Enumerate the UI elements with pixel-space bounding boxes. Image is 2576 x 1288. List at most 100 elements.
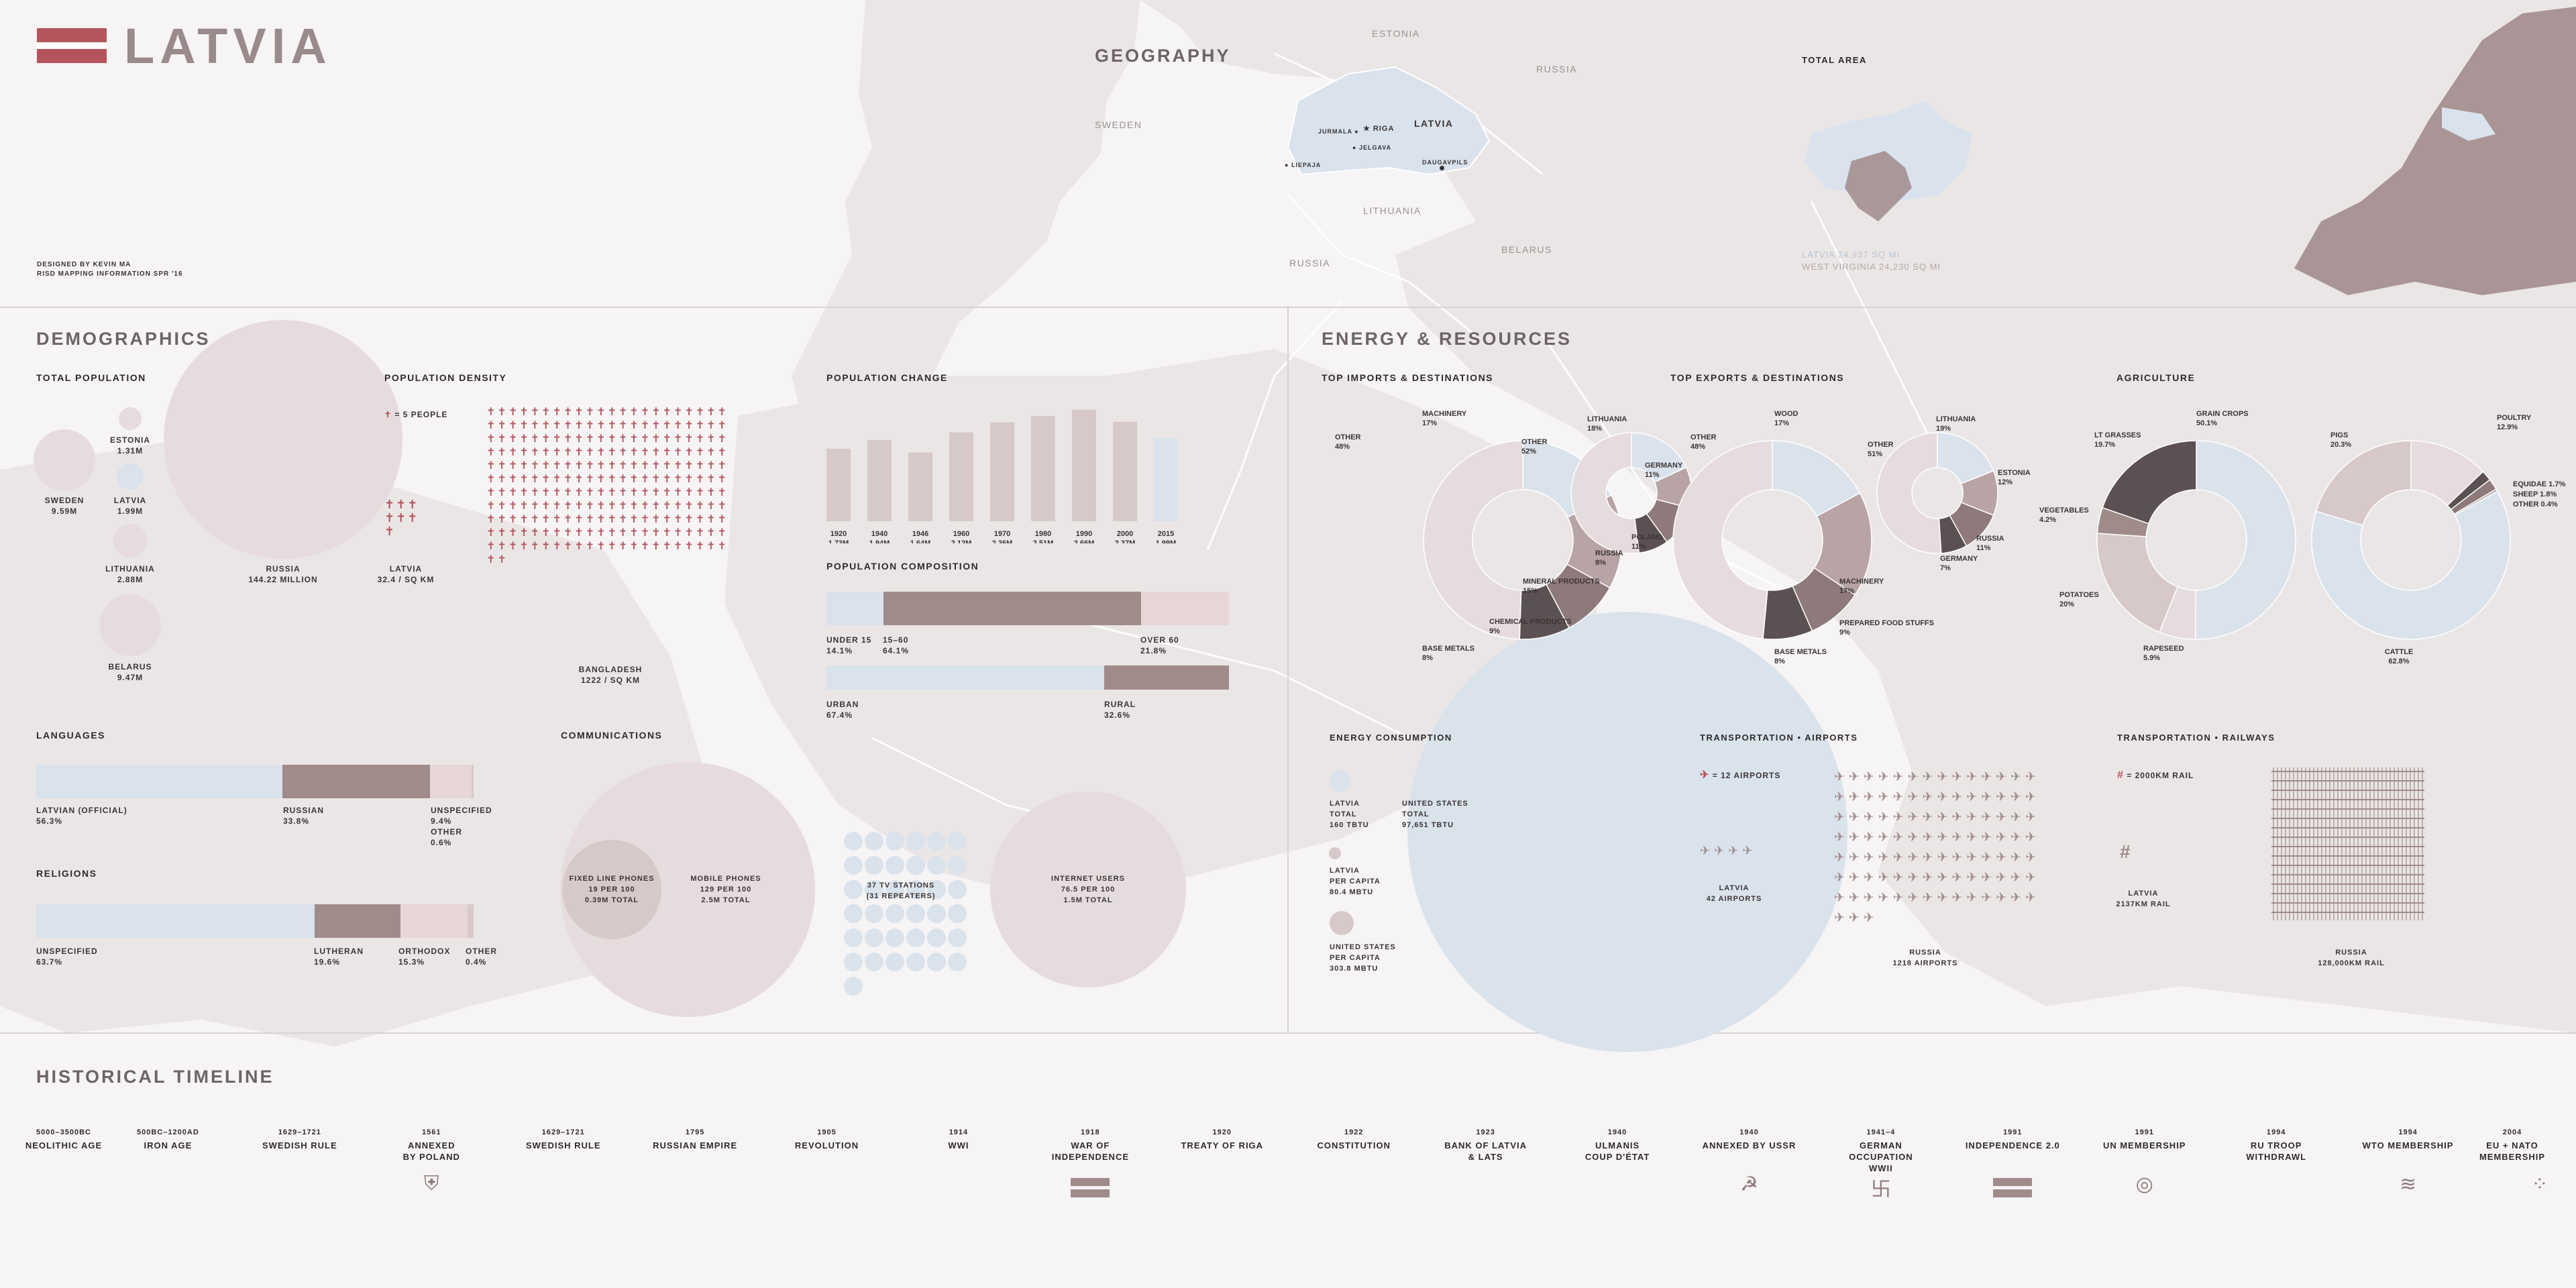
timeline-event: 1994 RU TROOP WITHDRAWL [2226, 1127, 2326, 1163]
timeline-label: TREATY OF RIGA [1181, 1140, 1264, 1150]
slice-label-germany: GERMANY 11% [1645, 462, 1683, 479]
bar-1940 [867, 439, 892, 521]
fixed-line-label: FIXED LINE PHONES 19 PER 100 0.39M TOTAL [569, 875, 655, 904]
tick-1946: 1946 [912, 530, 928, 538]
slice-label-wood: WOOD 17% [1774, 410, 1798, 427]
bar-latvian [36, 765, 283, 798]
pop-belarus: BELARUS 9.47M [108, 662, 152, 682]
timeline-year: 1920 [1212, 1128, 1232, 1136]
religions-title: RELIGIONS [36, 868, 97, 879]
age-composition-bar [826, 592, 1229, 625]
value-label-1960: 2.12M [951, 539, 972, 543]
age-over-60: OVER 60 21.8% [1140, 635, 1179, 655]
timeline-year: 1629–1721 [541, 1128, 585, 1136]
tv-station-dot [865, 856, 883, 875]
energy-us-total: UNITED STATES TOTAL 97,651 TBtu [1402, 800, 1468, 829]
energy-latvia-total: LATVIA TOTAL 160 TBtu [1330, 800, 1369, 829]
tv-station-dot [844, 953, 863, 971]
lang-latvian: LATVIAN (OFFICIAL) 56.3% [36, 806, 127, 826]
tv-station-dot [885, 880, 904, 899]
value-label-1970: 2.36M [992, 539, 1013, 543]
population-change-title: POPULATION CHANGE [826, 372, 948, 383]
pop-estonia: ESTONIA 1.31M [109, 435, 151, 455]
latvian-flag-icon [1992, 1173, 2033, 1197]
railways-russia-label: RUSSIA 128,000KM RAIL [2318, 949, 2385, 967]
timeline-year: 1940 [1607, 1128, 1627, 1136]
timeline-label: RU TROOP WITHDRAWL [2246, 1140, 2307, 1162]
rel-other: OTHER 0.4% [466, 947, 497, 967]
tv-station-dot [865, 880, 883, 899]
rel-lutheran: LUTHERAN 19.6% [314, 947, 364, 967]
bar-unspecified [430, 765, 472, 798]
bar-1920 [826, 448, 851, 521]
timeline-event: 500BC–1200AD IRON AGE [117, 1127, 218, 1151]
total-population-title: TOTAL POPULATION [36, 372, 146, 383]
tv-station-dot [927, 832, 946, 851]
country-label-lithuania: LITHUANIA [1363, 205, 1421, 216]
timeline-event: 1991 INDEPENDENCE 2.0 [1962, 1127, 2063, 1151]
value-label-2015: 1.99M [1156, 539, 1177, 543]
timeline-year: 1994 [2398, 1128, 2418, 1136]
slice-label-poland: POLAND 11% [1631, 533, 1663, 551]
un-emblem-icon: ◎ [2135, 1173, 2153, 1195]
pop-latvia: LATVIA 1.99M [113, 496, 147, 516]
railways-latvia-label: LATVIA 2137KM RAIL [2116, 890, 2171, 908]
rural-label: RURAL 32.6% [1104, 700, 1136, 720]
slice-label-germany: GERMANY 7% [1940, 555, 1978, 572]
timeline-event: 1941–4 GERMAN OCCUPATION WWII [1831, 1127, 1931, 1174]
value-label-2000: 2.37M [1115, 539, 1136, 543]
geography-title: GEOGRAPHY [1095, 46, 1231, 66]
slice-label-other: OTHER 52% [1521, 438, 1548, 455]
timeline-year: 1561 [422, 1128, 441, 1136]
bar-15-60 [883, 592, 1142, 625]
area-latvia: LATVIA 24,937 SQ MI [1802, 250, 1900, 260]
urban-rural-bar [826, 665, 1229, 690]
slice-other [1876, 432, 1942, 554]
bar-under-15 [826, 592, 883, 625]
slice-potatoes [2096, 533, 2179, 633]
rel-unspecified: UNSPECIFIED 63.7% [36, 947, 98, 967]
bubble-us-total [1407, 612, 1847, 1052]
slice-lt-grasses [2102, 440, 2197, 525]
wto-logo-icon: ≋ [2400, 1173, 2417, 1195]
tv-station-dot [885, 904, 904, 923]
timeline-label: IRON AGE [144, 1140, 193, 1150]
country-label-belarus: BELARUS [1501, 244, 1552, 255]
tv-station-dot [885, 832, 904, 851]
tv-station-dot [927, 928, 946, 947]
airports-latvia-icons: ✈✈✈✈ [1700, 844, 1757, 857]
slice-pigs [2315, 440, 2412, 527]
timeline-title: HISTORICAL TIMELINE [36, 1067, 274, 1087]
bar-1970 [990, 422, 1014, 521]
timeline-event: 1991 UN MEMBERSHIP [2094, 1127, 2195, 1151]
bubble-fixed-phones [562, 840, 661, 939]
timeline-event: 1994 WTO MEMBERSHIP [2358, 1127, 2459, 1151]
bubble-latvia [117, 463, 144, 490]
city-dot-daugavpils [1440, 166, 1444, 170]
bar-2000 [1113, 421, 1137, 521]
timeline-event: 5000–3500BC NEOLITHIC AGE [13, 1127, 114, 1151]
slice-lithuania [1937, 432, 1994, 484]
value-label-1980: 2.51M [1033, 539, 1054, 543]
tv-label: 37 TV STATIONS (31 REPEATERS) [866, 881, 936, 900]
airplane-icon: ✈ [1700, 769, 1710, 781]
imports-title: TOP IMPORTS & DESTINATIONS [1322, 372, 1494, 383]
pop-lithuania: LITHUANIA 2.88M [105, 564, 155, 584]
timeline-event: 1918 WAR OF INDEPENDENCE [1040, 1127, 1140, 1163]
bubble-sweden [34, 429, 95, 491]
city-riga: ★ RIGA [1363, 125, 1395, 133]
country-label-latvia: LATVIA [1414, 118, 1454, 129]
timeline-event: 1629–1721 SWEDISH RULE [513, 1127, 614, 1151]
timeline-label: WWI [948, 1140, 969, 1150]
timeline-event: 1920 TREATY OF RIGA [1172, 1127, 1273, 1151]
age-15-60: 15–60 64.1% [883, 635, 910, 655]
slice-label-prepared-food-stuffs: PREPARED FOOD STUFFS 9% [1839, 619, 1934, 637]
tv-station-dot [927, 880, 946, 899]
airports-legend: ✈ = 12 AIRPORTS [1700, 769, 1781, 781]
slice-label-chemical-products: CHEMICAL PRODUCTS 9% [1489, 618, 1572, 635]
country-label-estonia: ESTONIA [1372, 28, 1420, 39]
value-label-1920: 1.73M [828, 539, 849, 543]
slice-other [1570, 432, 1640, 554]
